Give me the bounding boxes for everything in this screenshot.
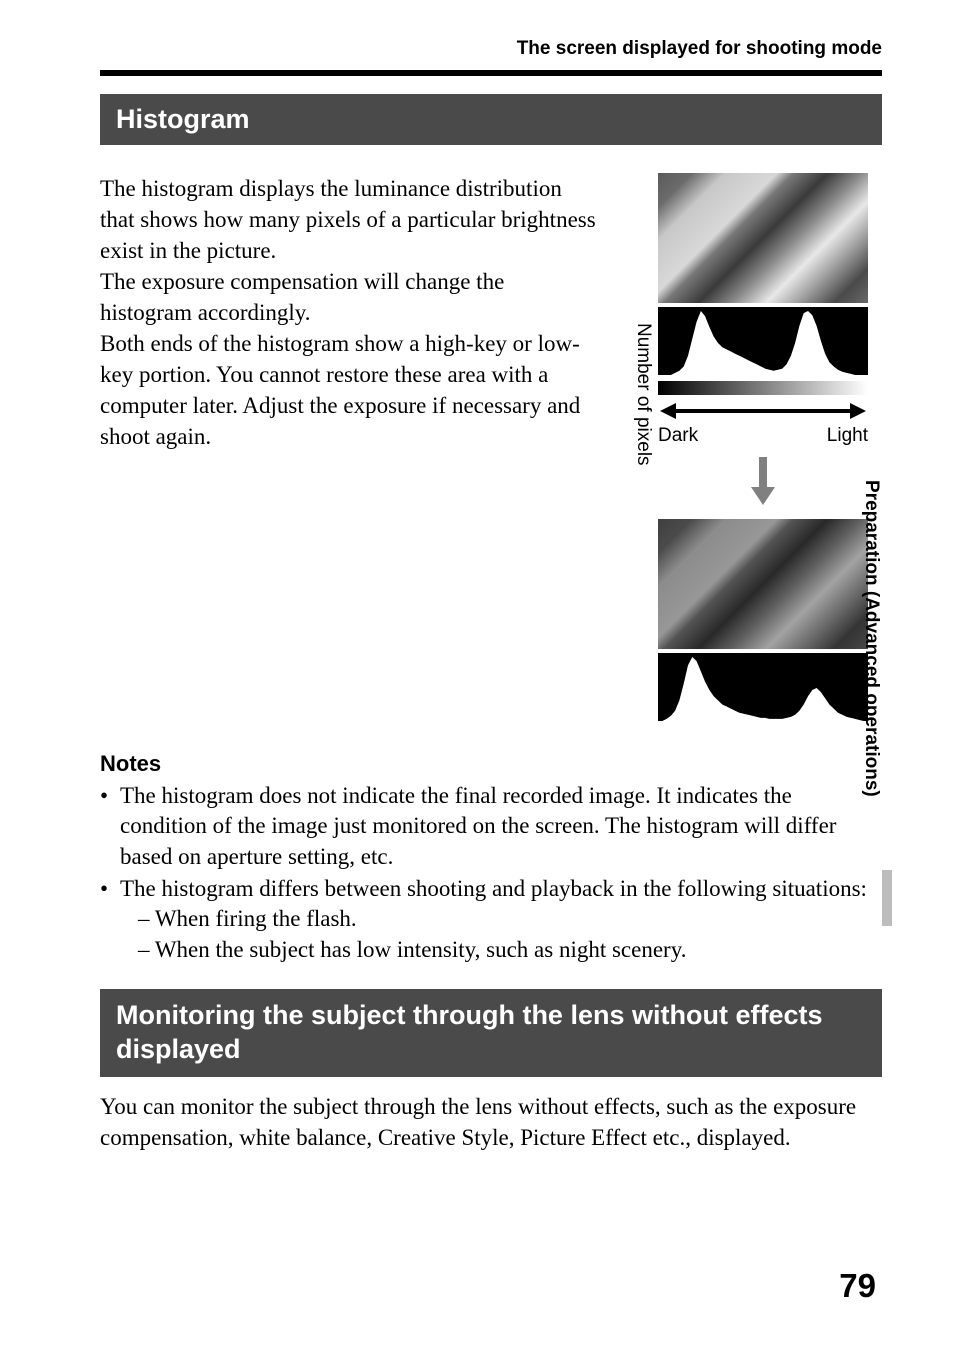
dark-light-arrow	[658, 397, 868, 425]
section-title-monitoring: Monitoring the subject through the lens …	[100, 989, 882, 1077]
histogram-top	[658, 307, 868, 375]
note-sub-item: – When firing the flash.	[120, 904, 882, 934]
notes-list: • The histogram does not indicate the fi…	[100, 781, 882, 965]
side-tab-marker	[882, 870, 892, 926]
notes-heading: Notes	[100, 751, 882, 777]
note-item: • The histogram differs between shooting…	[100, 874, 882, 965]
sample-photo-adjusted	[658, 519, 868, 649]
histogram-diagram: Number of pixels Dark Light	[632, 173, 882, 721]
monitoring-description: You can monitor the subject through the …	[100, 1091, 882, 1153]
header-breadcrumb: The screen displayed for shooting mode	[100, 38, 882, 60]
side-tab-label: Preparation (Advanced operations)	[860, 480, 882, 797]
note-sub-item: – When the subject has low intensity, su…	[120, 935, 882, 965]
x-label-dark: Dark	[658, 425, 698, 447]
x-label-light: Light	[827, 425, 868, 447]
histogram-description: The histogram displays the luminance dis…	[100, 173, 602, 721]
note-item: • The histogram does not indicate the fi…	[100, 781, 882, 872]
page-number: 79	[839, 1267, 876, 1305]
note-text: The histogram differs between shooting a…	[120, 874, 882, 904]
tone-gradient-bar	[658, 381, 868, 395]
sample-photo-normal	[658, 173, 868, 303]
down-arrow-icon	[658, 457, 868, 505]
histogram-bottom	[658, 653, 868, 721]
section-title-histogram: Histogram	[100, 94, 882, 145]
note-text: The histogram does not indicate the fina…	[120, 781, 882, 872]
header-rule	[100, 70, 882, 76]
